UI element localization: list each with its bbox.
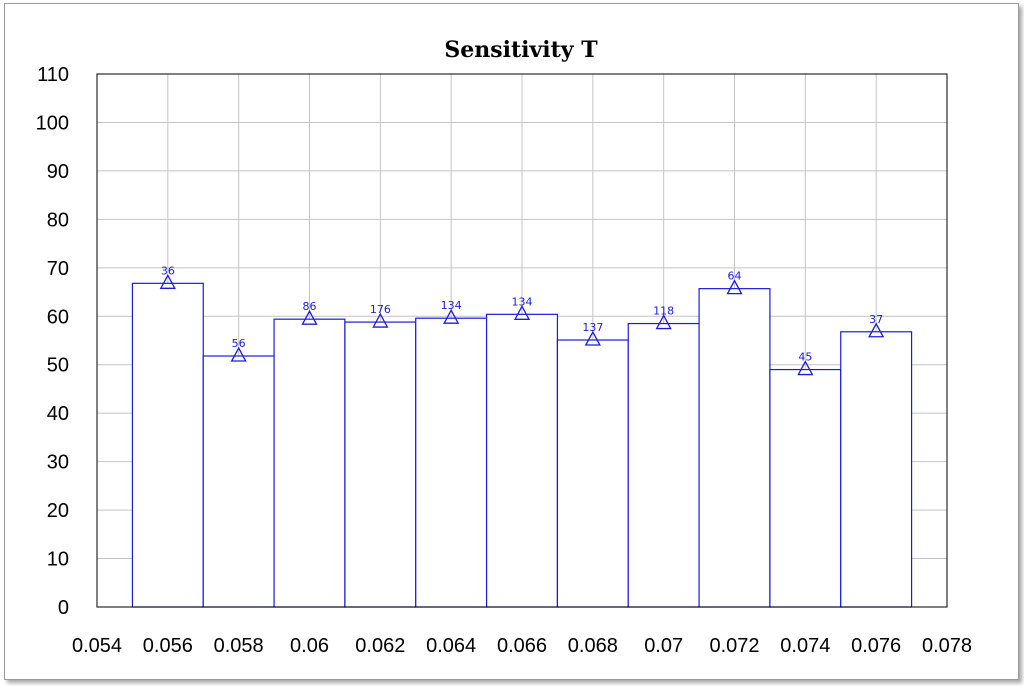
chart-title: Sensitivity T xyxy=(444,37,598,63)
y-tick-label: 30 xyxy=(47,452,69,474)
triangle-marker xyxy=(726,279,743,295)
x-axis-tick-labels: 0.054 0.056 0.058 0.06 0.062 0.064 0.066 0.068 0… xyxy=(72,635,972,657)
histogram-bar xyxy=(556,339,629,608)
y-tick-label: 70 xyxy=(47,258,69,280)
histogram-bar xyxy=(627,322,700,608)
data-label: 64 xyxy=(728,270,742,283)
x-tick-label: 0.056 xyxy=(143,635,193,657)
x-tick-label: 0.076 xyxy=(851,635,901,657)
y-axis-tick-labels: 0 10 20 30 40 50 60 70 80 90 100 110 xyxy=(36,64,69,619)
data-label: 176 xyxy=(370,303,391,316)
bars xyxy=(131,282,913,608)
y-tick-label: 100 xyxy=(36,112,69,134)
x-tick-label: 0.062 xyxy=(355,635,405,657)
y-tick-label: 10 xyxy=(47,549,69,571)
data-label: 134 xyxy=(441,299,462,312)
y-tick-label: 40 xyxy=(47,403,69,425)
x-tick-label: 0.054 xyxy=(72,635,122,657)
data-label: 134 xyxy=(512,295,533,308)
data-label: 118 xyxy=(653,305,674,318)
histogram-bar xyxy=(769,368,842,608)
histogram-bar xyxy=(202,355,275,608)
data-label: 45 xyxy=(798,351,812,364)
y-tick-label: 60 xyxy=(47,306,69,328)
x-tick-label: 0.078 xyxy=(922,635,972,657)
y-tick-label: 90 xyxy=(47,161,69,183)
triangle-marker xyxy=(584,330,601,346)
triangle-marker xyxy=(868,322,885,338)
data-label: 37 xyxy=(869,313,883,326)
data-label: 137 xyxy=(582,321,603,334)
data-label: 86 xyxy=(303,300,317,313)
x-tick-label: 0.06 xyxy=(290,635,329,657)
triangle-marker xyxy=(230,346,247,362)
y-tick-label: 20 xyxy=(47,500,69,522)
triangle-marker xyxy=(443,308,460,324)
histogram-bar xyxy=(840,331,913,608)
data-label: 36 xyxy=(161,264,175,277)
histogram-bar xyxy=(344,321,417,608)
x-tick-label: 0.066 xyxy=(497,635,547,657)
data-label: 56 xyxy=(232,337,246,350)
point-markers xyxy=(159,273,885,376)
histogram-bar xyxy=(131,282,204,608)
triangle-marker xyxy=(513,304,531,320)
x-tick-label: 0.058 xyxy=(214,635,264,657)
triangle-marker xyxy=(372,312,389,328)
histogram-bar xyxy=(485,313,559,608)
data-labels: 36 56 86 176 134 134 137 118 64 45 37 xyxy=(161,264,883,363)
y-tick-label: 0 xyxy=(58,597,69,619)
x-tick-label: 0.072 xyxy=(709,635,759,657)
histogram-bar xyxy=(698,288,771,608)
histogram-bar xyxy=(273,318,346,608)
triangle-marker xyxy=(797,360,814,376)
x-tick-label: 0.074 xyxy=(780,635,830,657)
y-tick-label: 50 xyxy=(47,355,69,377)
triangle-marker xyxy=(159,273,176,289)
x-tick-label: 0.07 xyxy=(644,635,683,657)
y-tick-label: 110 xyxy=(37,64,69,86)
plot-area-border xyxy=(96,73,948,608)
triangle-marker xyxy=(655,314,672,330)
y-tick-label: 80 xyxy=(47,209,69,231)
x-tick-label: 0.064 xyxy=(426,635,476,657)
histogram-bar xyxy=(415,317,488,608)
x-tick-label: 0.068 xyxy=(568,635,618,657)
triangle-marker xyxy=(301,309,318,325)
